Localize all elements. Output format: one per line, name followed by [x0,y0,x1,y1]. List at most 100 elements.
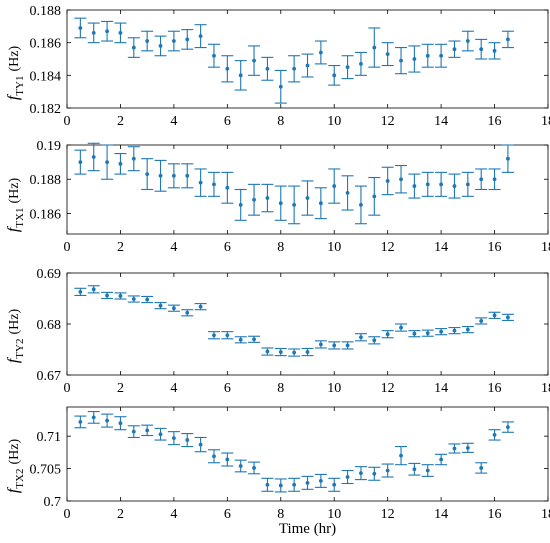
x-tick-label: 18 [541,240,550,255]
data-point [412,331,417,336]
x-tick-label: 0 [64,507,71,522]
data-point [91,287,96,292]
y-tick-label: 0.71 [37,430,62,445]
y-axis-title: fTY2 (Hz) [5,309,26,364]
y-axis-unit: (Hz) [7,46,22,72]
data-point [359,203,363,207]
data-point [372,45,377,50]
x-tick-label: 4 [170,507,177,522]
data-point [238,337,243,342]
data-point [145,297,150,302]
data-point [91,155,96,159]
data-point [439,182,444,187]
data-point [492,177,497,182]
y-axis-symbol: f [5,93,22,100]
panel-1: 0 2 4 6 8 10 12 14 16 18 0.182 0.184 0.186 0.188 fTY1 (… [5,4,550,129]
data-point [345,191,350,195]
y-tick-label: 0.69 [37,267,62,282]
x-tick-label: 12 [381,114,395,129]
data-point [118,294,123,298]
data-point [318,50,323,55]
data-point [158,432,163,437]
data-point [171,436,176,441]
data-point [492,432,497,437]
data-point [425,182,430,187]
data-point [305,350,310,354]
data-point [78,160,83,165]
x-tick-label: 12 [381,507,395,522]
y-tick-label: 0.19 [37,139,62,154]
x-tick-label: 4 [170,381,177,396]
data-point [465,445,470,450]
data-point [452,328,457,333]
data-point [318,201,323,206]
x-tick-label: 16 [488,240,502,255]
data-point [171,173,176,178]
x-tick-label: 4 [170,114,177,129]
data-point [425,468,430,473]
x-tick-label: 18 [541,114,550,129]
data-point [105,29,109,34]
data-point [265,196,270,200]
data-point [131,156,136,161]
y-axis-subscript: TY2 [14,339,26,359]
x-tick-label: 14 [434,381,448,396]
data-point [412,467,417,472]
data-point [479,47,484,52]
panel-2: 0 2 4 6 8 10 12 14 16 18 0.186 0.188 0.19 fTX1 (Hz) [5,139,550,255]
data-point [145,39,150,43]
y-tick-label: 0.186 [30,207,62,222]
panel-4: 0 2 4 6 8 10 12 14 16 18 0.7 0.705 0.71 fTX2 (Hz) [5,406,550,522]
y-tick-label: 0.188 [30,4,62,19]
plot-frame [66,406,549,502]
data-point [506,315,510,320]
data-point [265,482,270,487]
data-point [345,65,350,70]
data-point [252,197,256,202]
x-tick-label: 2 [117,381,124,396]
x-tick-label: 10 [327,240,341,255]
data-point [158,44,163,48]
data-point [292,66,297,71]
x-tick-label: 10 [327,114,341,129]
data-point [158,303,163,308]
data-point [252,337,256,342]
x-tick-label: 8 [277,507,284,522]
x-tick-label: 8 [277,240,284,255]
data-point [158,173,163,178]
data-point [292,203,297,207]
data-point [145,428,150,433]
data-point [506,37,510,42]
y-axis-symbol: f [5,225,22,232]
data-point [78,26,83,30]
data-point [105,160,109,165]
x-tick-label: 6 [224,114,231,129]
data-point [278,483,283,488]
data-point [332,184,337,188]
data-point [385,52,390,56]
data-point [91,415,96,420]
x-tick-label: 8 [277,381,284,396]
data-point [212,333,216,338]
data-point [492,313,497,318]
data-point [425,53,430,58]
plot-frame [66,9,549,109]
data-point [278,84,283,89]
x-tick-label: 18 [541,381,550,396]
x-tick-label: 0 [64,240,71,255]
y-axis-title: fTX2 (Hz) [5,439,26,494]
data-point [118,161,123,166]
x-tick-label: 6 [224,381,231,396]
data-point [225,66,230,71]
data-point [425,331,430,336]
x-axis-title: Time (hr) [279,521,336,537]
plot-frame [66,144,549,235]
data-point [332,482,337,487]
x-tick-label: 2 [117,507,124,522]
data-point [412,184,417,188]
data-point [118,30,123,35]
data-point [359,471,363,476]
data-point [131,429,136,434]
x-tick-label: 4 [170,240,177,255]
